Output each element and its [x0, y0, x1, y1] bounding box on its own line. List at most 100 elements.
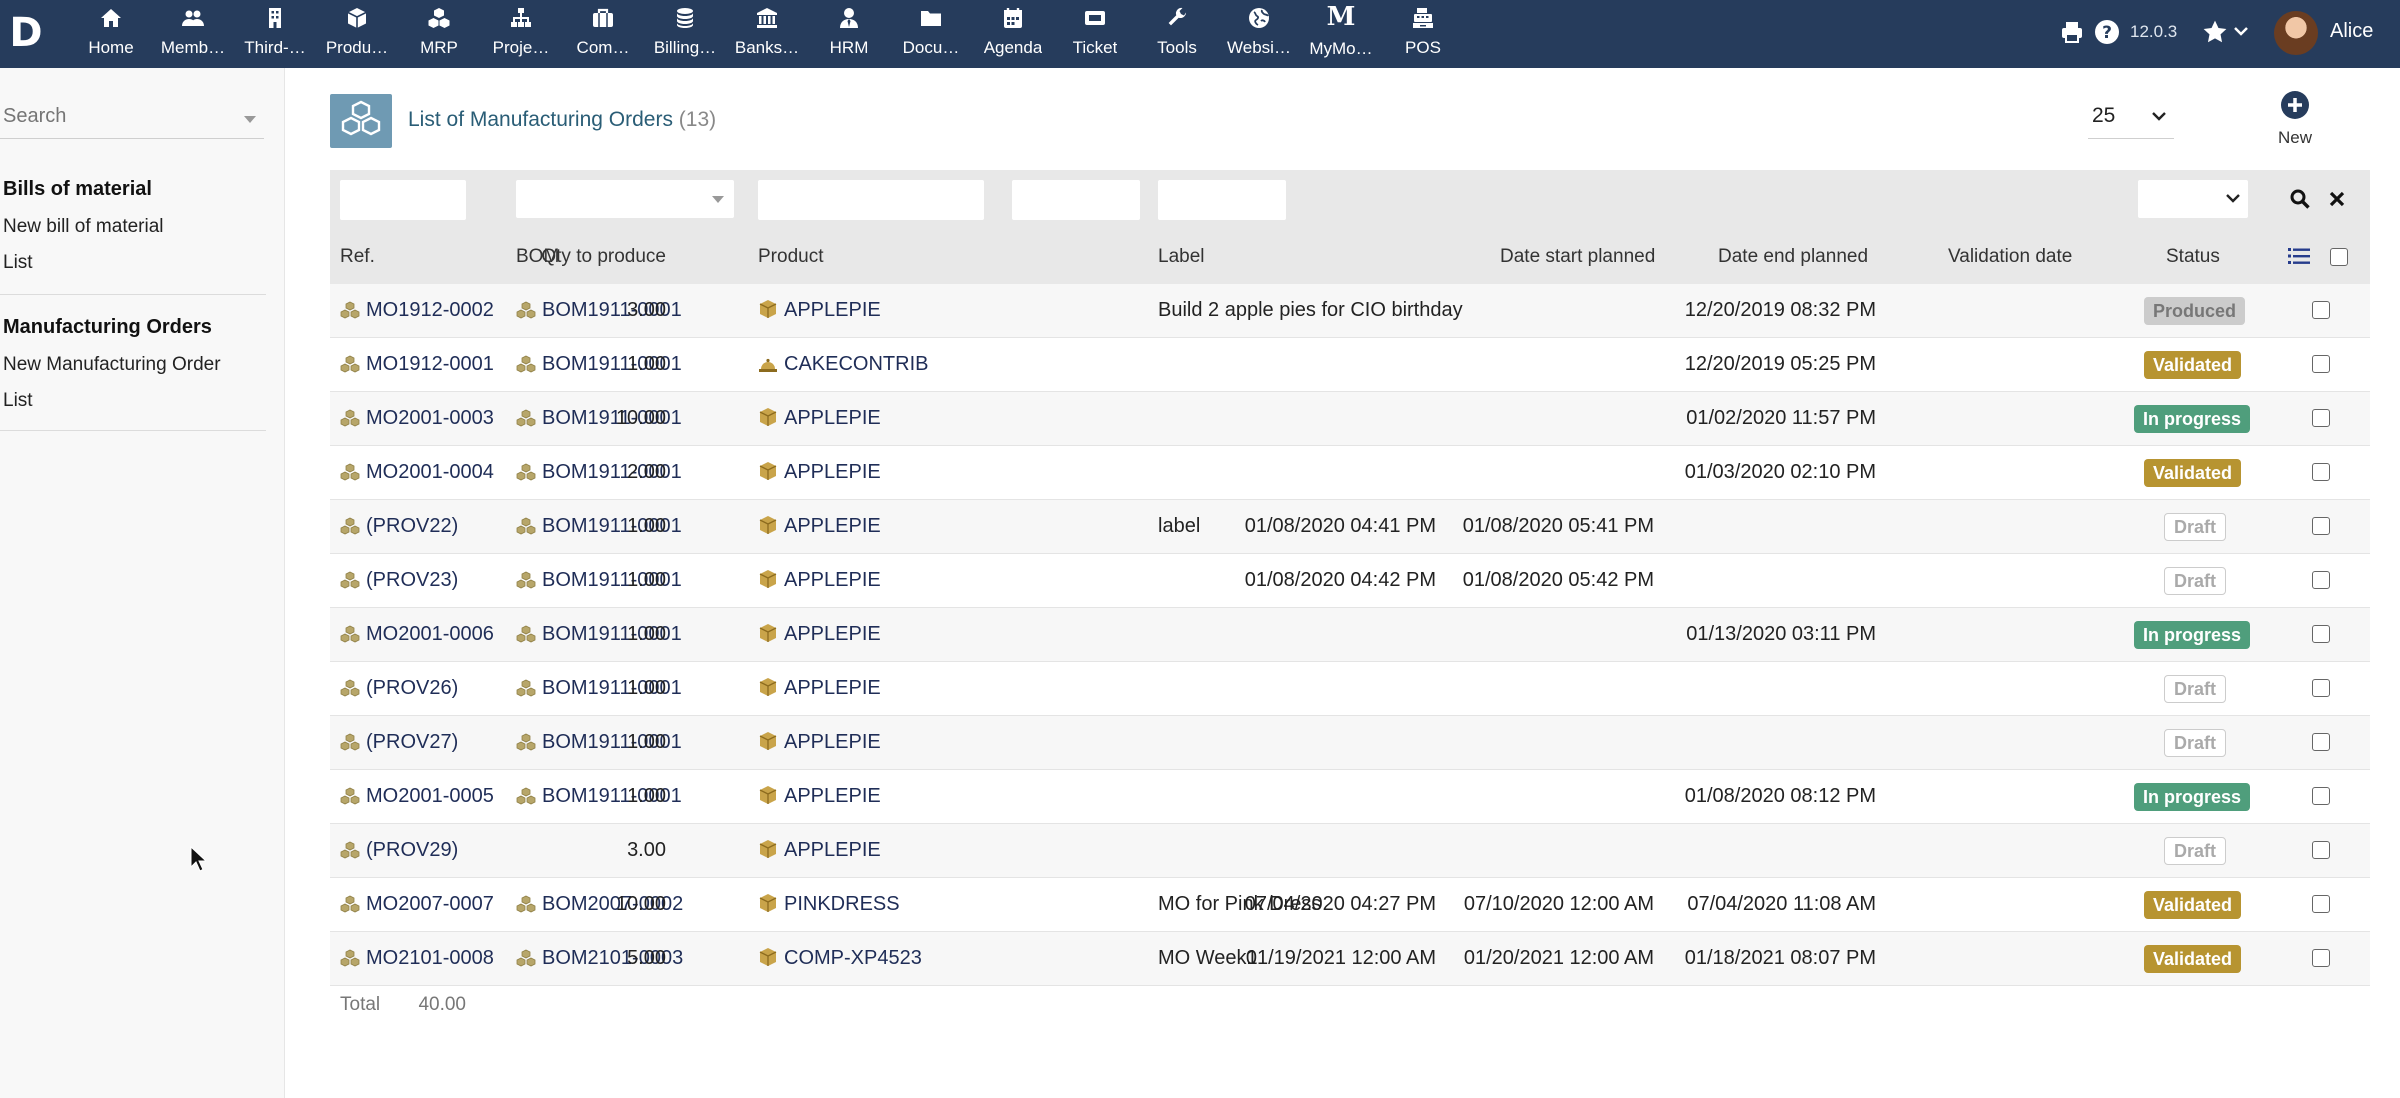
- mo-ref-link[interactable]: MO1912-0001: [340, 353, 494, 376]
- row-select-checkbox[interactable]: [2312, 301, 2330, 319]
- column-header-label[interactable]: Label: [1158, 246, 1205, 267]
- row-select-checkbox[interactable]: [2312, 517, 2330, 535]
- row-select-checkbox[interactable]: [2312, 841, 2330, 859]
- top-menu-item-5[interactable]: Proje…: [480, 0, 562, 68]
- search-icon[interactable]: [2290, 189, 2310, 209]
- mo-ref-link[interactable]: (PROV29): [340, 839, 458, 862]
- mo-ref-link[interactable]: MO2001-0004: [340, 461, 494, 484]
- mo-ref-link[interactable]: MO2101-0008: [340, 947, 494, 970]
- sidebar-link-new-bom[interactable]: New bill of material: [3, 216, 164, 237]
- sidebar-link-mo-list[interactable]: List: [3, 390, 33, 411]
- top-menu-item-11[interactable]: Agenda: [972, 0, 1054, 68]
- filter-qty-input[interactable]: [1012, 180, 1140, 220]
- column-header-ref[interactable]: Ref.: [340, 246, 375, 267]
- column-selector-list-icon[interactable]: [2288, 247, 2310, 265]
- mo-ref-link[interactable]: (PROV26): [340, 677, 458, 700]
- bom-link[interactable]: BOM2007-0002: [516, 893, 683, 916]
- column-header-date-start[interactable]: Date start planned: [1500, 246, 1656, 267]
- select-all-checkbox[interactable]: [2330, 248, 2348, 266]
- filter-product-input[interactable]: [758, 180, 984, 220]
- row-select-checkbox[interactable]: [2312, 355, 2330, 373]
- row-select-checkbox[interactable]: [2312, 949, 2330, 967]
- row-select-checkbox[interactable]: [2312, 733, 2330, 751]
- column-header-date-end[interactable]: Date end planned: [1718, 246, 1869, 267]
- bom-link[interactable]: BOM1911-0001: [516, 731, 682, 754]
- bom-link[interactable]: BOM1911-0001: [516, 461, 682, 484]
- top-menu-item-1[interactable]: Memb…: [152, 0, 234, 68]
- mo-ref-link[interactable]: (PROV22): [340, 515, 458, 538]
- product-link[interactable]: APPLEPIE: [758, 569, 881, 592]
- column-header-bom[interactable]: BOM: [516, 246, 560, 267]
- mo-ref-link[interactable]: MO2001-0003: [340, 407, 494, 430]
- mo-ref-link[interactable]: MO2001-0005: [340, 785, 494, 808]
- user-avatar[interactable]: [2274, 11, 2318, 55]
- filter-bom-select[interactable]: [516, 180, 734, 218]
- top-menu-item-2[interactable]: Third-…: [234, 0, 316, 68]
- mo-ref-link[interactable]: (PROV27): [340, 731, 458, 754]
- bom-link[interactable]: BOM1911-0001: [516, 407, 682, 430]
- top-menu-item-7[interactable]: Billing…: [644, 0, 726, 68]
- new-manufacturing-order-button[interactable]: New: [2260, 90, 2330, 147]
- top-menu-item-0[interactable]: Home: [70, 0, 152, 68]
- filter-label-input[interactable]: [1158, 180, 1286, 220]
- product-link[interactable]: APPLEPIE: [758, 407, 881, 430]
- mo-ref-link[interactable]: MO1912-0002: [340, 299, 494, 322]
- top-menu-item-15[interactable]: M MyMo…: [1300, 0, 1382, 68]
- sidebar-section-bom-title[interactable]: Bills of material: [3, 178, 152, 200]
- mo-ref-link[interactable]: MO2007-0007: [340, 893, 494, 916]
- top-menu-item-3[interactable]: Produ…: [316, 0, 398, 68]
- product-link[interactable]: PINKDRESS: [758, 893, 900, 916]
- chevron-down-icon[interactable]: [2234, 27, 2248, 37]
- top-menu-item-8[interactable]: Banks…: [726, 0, 808, 68]
- top-menu-item-12[interactable]: Ticket: [1054, 0, 1136, 68]
- product-link[interactable]: APPLEPIE: [758, 461, 881, 484]
- help-icon[interactable]: ?: [2094, 19, 2120, 45]
- bom-link[interactable]: BOM1911-0001: [516, 299, 682, 322]
- bookmark-star-icon[interactable]: [2202, 19, 2228, 45]
- filter-status-select[interactable]: [2138, 180, 2248, 218]
- mo-ref-link[interactable]: (PROV23): [340, 569, 458, 592]
- app-logo[interactable]: D: [9, 10, 43, 56]
- product-link[interactable]: APPLEPIE: [758, 731, 881, 754]
- top-menu-item-10[interactable]: Docu…: [890, 0, 972, 68]
- row-select-checkbox[interactable]: [2312, 895, 2330, 913]
- sidebar-link-new-mo[interactable]: New Manufacturing Order: [3, 354, 221, 375]
- bom-link[interactable]: BOM1911-0001: [516, 569, 682, 592]
- bom-link[interactable]: BOM1911-0001: [516, 353, 682, 376]
- product-link[interactable]: APPLEPIE: [758, 785, 881, 808]
- product-link[interactable]: APPLEPIE: [758, 677, 881, 700]
- bom-link[interactable]: BOM2101-0003: [516, 947, 683, 970]
- top-menu-item-6[interactable]: Com…: [562, 0, 644, 68]
- print-icon[interactable]: [2060, 20, 2084, 44]
- filter-ref-input[interactable]: [340, 180, 466, 220]
- row-select-checkbox[interactable]: [2312, 409, 2330, 427]
- top-menu-item-14[interactable]: Websi…: [1218, 0, 1300, 68]
- column-header-status[interactable]: Status: [2166, 246, 2220, 267]
- product-link[interactable]: APPLEPIE: [758, 515, 881, 538]
- bom-link[interactable]: BOM1911-0001: [516, 785, 682, 808]
- column-header-validation-date[interactable]: Validation date: [1948, 246, 2073, 267]
- product-link[interactable]: CAKECONTRIB: [758, 353, 928, 376]
- product-link[interactable]: COMP-XP4523: [758, 947, 922, 970]
- row-select-checkbox[interactable]: [2312, 625, 2330, 643]
- bom-link[interactable]: BOM1911-0001: [516, 677, 682, 700]
- top-menu-item-9[interactable]: HRM: [808, 0, 890, 68]
- column-header-product[interactable]: Product: [758, 246, 824, 267]
- product-link[interactable]: APPLEPIE: [758, 623, 881, 646]
- user-name[interactable]: Alice: [2330, 20, 2374, 42]
- column-header-qty[interactable]: Qty to produce: [541, 246, 666, 267]
- top-menu-item-16[interactable]: POS: [1382, 0, 1464, 68]
- page-size-select[interactable]: 25: [2088, 100, 2174, 139]
- sidebar-search-input[interactable]: [0, 98, 223, 134]
- row-select-checkbox[interactable]: [2312, 787, 2330, 805]
- row-select-checkbox[interactable]: [2312, 679, 2330, 697]
- product-link[interactable]: APPLEPIE: [758, 299, 881, 322]
- top-menu-item-13[interactable]: Tools: [1136, 0, 1218, 68]
- search-dropdown-caret-icon[interactable]: [244, 116, 256, 123]
- bom-link[interactable]: BOM1911-0001: [516, 623, 682, 646]
- product-link[interactable]: APPLEPIE: [758, 839, 881, 862]
- row-select-checkbox[interactable]: [2312, 463, 2330, 481]
- bom-link[interactable]: BOM1911-0001: [516, 515, 682, 538]
- sidebar-section-mo-title[interactable]: Manufacturing Orders: [3, 316, 212, 338]
- mo-ref-link[interactable]: MO2001-0006: [340, 623, 494, 646]
